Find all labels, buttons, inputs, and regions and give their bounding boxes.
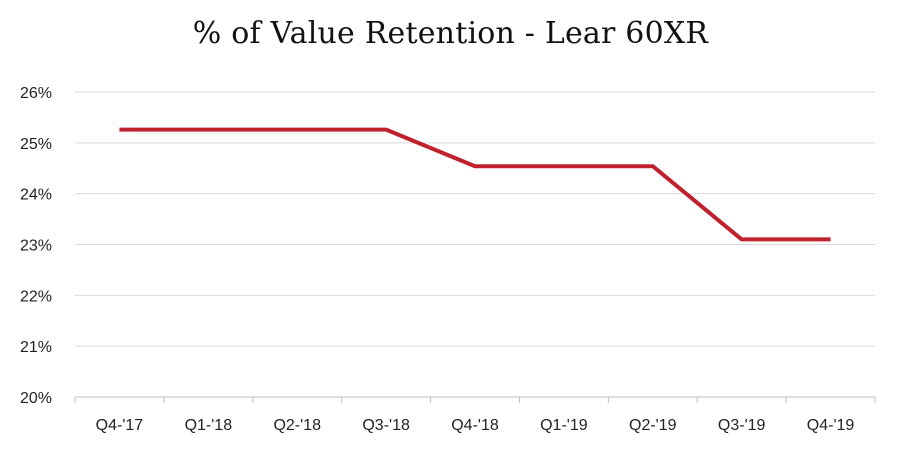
y-tick-label: 21% [20,339,52,356]
y-tick-label: 26% [20,85,52,102]
series-line [119,127,831,242]
x-tick-label: Q1-'18 [185,417,233,434]
y-tick-label: 22% [20,288,52,305]
x-tick-label: Q2-'19 [629,417,677,434]
y-tick-label: 23% [20,238,52,255]
x-tick-label: Q2-'18 [273,417,321,434]
x-tick-label: Q4-'18 [451,417,499,434]
y-tick-label: 20% [20,390,52,407]
chart-title: % of Value Retention - Lear 60XR [192,16,709,51]
x-tick-label: Q3-'18 [362,417,410,434]
x-tick-label: Q4-'17 [96,417,144,434]
x-tick-label: Q1-'19 [540,417,588,434]
y-tick-label: 25% [20,136,52,153]
y-tick-label: 24% [20,187,52,204]
x-tick-label: Q4-'19 [807,417,855,434]
x-tick-label: Q3-'19 [718,417,766,434]
